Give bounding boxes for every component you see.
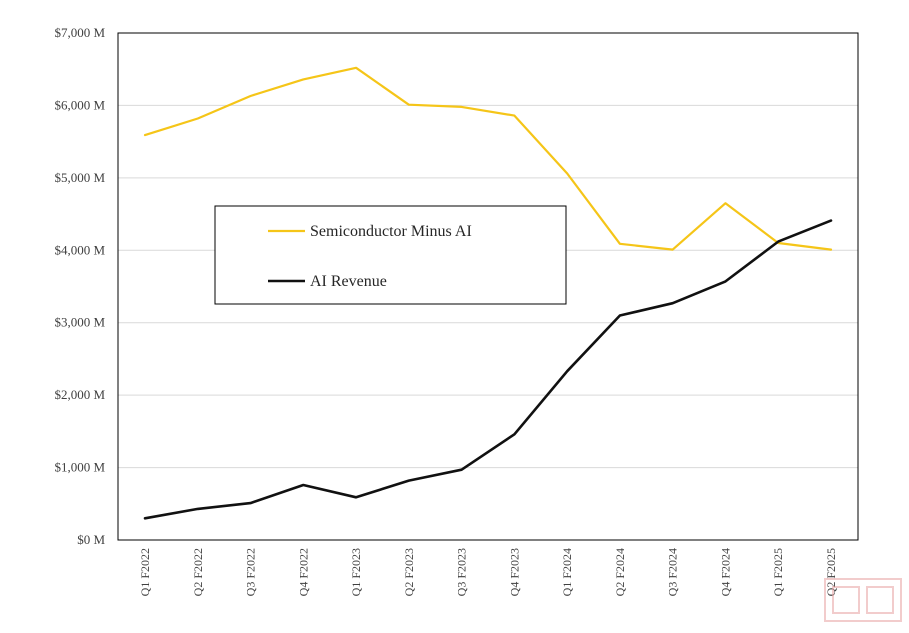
y-tick-label: $5,000 M (54, 170, 105, 185)
legend-label: Semiconductor Minus AI (310, 223, 472, 240)
y-tick-label: $6,000 M (54, 97, 105, 112)
x-tick-label: Q1 F2022 (138, 548, 152, 596)
x-tick-label: Q2 F2025 (824, 548, 838, 596)
series-line-ai-revenue (143, 219, 833, 520)
y-tick-label: $0 M (77, 532, 105, 547)
y-tick-label: $3,000 M (54, 315, 105, 330)
watermark-stamp-icon (824, 578, 902, 622)
x-tick-label: Q4 F2022 (296, 548, 310, 596)
y-tick-label: $1,000 M (54, 460, 105, 475)
x-tick-label: Q3 F2024 (666, 548, 680, 596)
y-tick-label: $4,000 M (54, 242, 105, 257)
legend-box (214, 205, 567, 305)
legend: Semiconductor Minus AI AI Revenue (214, 205, 567, 305)
x-tick-label: Q2 F2022 (191, 548, 205, 596)
plot-frame (117, 32, 859, 541)
y-axis-ticks: $0 M $1,000 M $2,000 M $3,000 M $4,000 M $5,0… (54, 25, 105, 547)
series-lines (143, 66, 833, 520)
x-tick-label: Q4 F2024 (718, 548, 732, 596)
x-tick-label: Q3 F2022 (244, 548, 258, 596)
x-tick-label: Q1 F2025 (771, 548, 785, 596)
x-tick-label: Q3 F2023 (455, 548, 469, 596)
x-tick-label: Q2 F2023 (402, 548, 416, 596)
x-tick-label: Q1 F2024 (560, 548, 574, 596)
x-tick-label: Q2 F2024 (613, 548, 627, 596)
y-tick-label: $7,000 M (54, 25, 105, 40)
y-tick-label: $2,000 M (54, 387, 105, 402)
series-line-semiconductor-minus-ai (143, 66, 833, 251)
legend-label: AI Revenue (310, 273, 387, 290)
x-tick-label: Q1 F2023 (349, 548, 363, 596)
x-axis-ticks: Q1 F2022 Q2 F2022 Q3 F2022 Q4 F2022 Q1 F2023… (138, 548, 838, 596)
x-tick-label: Q4 F2023 (507, 548, 521, 596)
